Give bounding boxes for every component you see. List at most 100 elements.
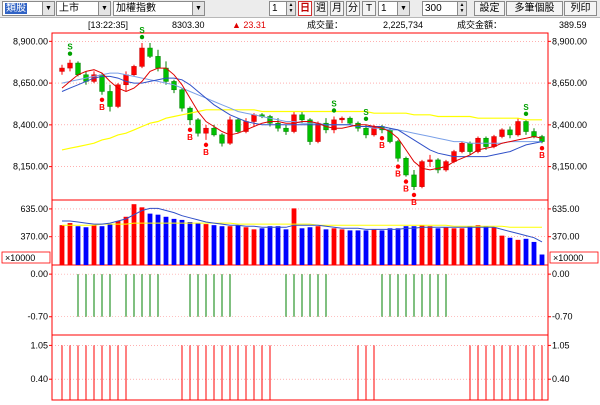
axis-label-right: -0.70 xyxy=(552,312,573,322)
volume-bar xyxy=(347,230,353,265)
candlestick[interactable] xyxy=(507,126,513,139)
settings-button[interactable]: 設定 xyxy=(474,1,505,16)
candlestick[interactable] xyxy=(411,169,417,190)
candle-body xyxy=(67,62,73,69)
volume-bar xyxy=(139,207,145,265)
axis-label-right: 0.00 xyxy=(552,269,570,279)
candle-body xyxy=(363,127,369,136)
sell-signal-badge: B xyxy=(403,185,409,194)
ma5-line xyxy=(61,67,543,171)
candlestick[interactable] xyxy=(443,159,449,172)
candlestick[interactable] xyxy=(283,124,289,135)
candlestick[interactable] xyxy=(59,64,65,75)
category-value: 類股 xyxy=(5,3,27,14)
multi-stock-button[interactable]: 多筆個股 xyxy=(506,1,563,16)
candlestick[interactable] xyxy=(459,141,465,154)
print-button[interactable]: 列印 xyxy=(564,1,597,16)
candle-body xyxy=(59,67,65,72)
axis-label-left: 370.00 xyxy=(20,232,48,242)
candlestick[interactable] xyxy=(139,43,145,69)
volume-bar xyxy=(187,222,193,265)
candle-body xyxy=(147,47,153,57)
volume-bar xyxy=(75,226,81,265)
candlestick[interactable] xyxy=(131,64,137,77)
volume-bar xyxy=(83,227,89,265)
axis-label-left: 635.00 xyxy=(20,204,48,214)
volume-bar xyxy=(99,226,105,265)
candlestick[interactable] xyxy=(147,43,153,59)
volume-bar xyxy=(163,216,169,265)
candlestick[interactable] xyxy=(427,154,433,167)
candle-body xyxy=(403,158,409,176)
period-tick-button[interactable]: T xyxy=(362,1,376,16)
candlestick[interactable] xyxy=(203,124,209,140)
signal-dot xyxy=(411,192,417,198)
candlestick[interactable] xyxy=(67,59,73,72)
sell-signal-badge: B xyxy=(203,148,209,157)
volume-bar xyxy=(507,237,513,265)
candlestick[interactable] xyxy=(187,106,193,125)
candlestick[interactable] xyxy=(515,118,521,137)
candlestick[interactable] xyxy=(395,139,401,162)
candle-body xyxy=(275,122,281,129)
candlestick[interactable] xyxy=(499,128,505,139)
volume-bar xyxy=(267,226,273,265)
candle-body xyxy=(115,84,121,107)
volume-label: 成交量： xyxy=(307,20,344,30)
candlestick[interactable] xyxy=(235,118,241,134)
category-select[interactable]: 類股 ▼ xyxy=(2,1,55,16)
index-select[interactable]: 加權指數 ▼ xyxy=(113,1,205,16)
buy-signal-badge: S xyxy=(139,26,145,35)
period-count-value: 1 xyxy=(272,3,278,14)
market-select[interactable]: 上市 ▼ xyxy=(56,1,111,16)
candlestick[interactable] xyxy=(115,83,121,109)
signal-dot xyxy=(139,34,145,40)
candlestick[interactable] xyxy=(171,79,177,94)
volume-bar xyxy=(371,229,377,265)
axis-label-left: 8,900.00 xyxy=(13,36,48,46)
candlestick[interactable] xyxy=(363,124,369,139)
period-month-button[interactable]: 月 xyxy=(330,1,344,16)
candlestick[interactable] xyxy=(107,84,113,112)
axis-label-left: 8,400.00 xyxy=(13,120,48,130)
volume-ma5-line xyxy=(62,207,543,243)
candle-body xyxy=(475,137,481,152)
candlestick[interactable] xyxy=(219,133,225,147)
candle-body xyxy=(155,56,161,69)
volume-bar xyxy=(403,226,409,265)
candlestick[interactable] xyxy=(347,116,353,125)
period-week-button[interactable]: 週 xyxy=(314,1,328,16)
candle-body xyxy=(395,141,401,159)
volume-bar xyxy=(435,228,441,265)
volume-bar xyxy=(155,214,161,265)
axis-label-left: -0.70 xyxy=(27,312,48,322)
candlestick[interactable] xyxy=(403,156,409,177)
chevron-down-icon: ▼ xyxy=(98,2,110,15)
candlestick[interactable] xyxy=(419,159,425,189)
candle-body xyxy=(507,129,513,136)
candle-body xyxy=(299,114,305,121)
candlestick[interactable] xyxy=(195,118,201,137)
candle-body xyxy=(283,127,289,132)
period-day-button[interactable]: 日 xyxy=(298,1,312,16)
candlestick[interactable] xyxy=(435,158,441,174)
candlestick[interactable] xyxy=(307,118,313,145)
candle-body xyxy=(123,74,129,86)
axis-label-right: 370.00 xyxy=(552,232,580,242)
minute-select[interactable]: 1 ▼ xyxy=(378,1,410,16)
bars-spinner[interactable]: ▲ ▼ xyxy=(457,1,467,16)
candle-body xyxy=(227,119,233,144)
candlestick[interactable] xyxy=(339,116,345,124)
candle-body xyxy=(251,114,257,122)
candlestick[interactable] xyxy=(227,116,233,145)
quote-price: 8303.30 xyxy=(172,20,205,30)
candlestick[interactable] xyxy=(179,88,185,112)
candlestick[interactable] xyxy=(163,61,169,85)
volume-bar xyxy=(291,208,297,265)
volume-value: 2,225,734 xyxy=(383,20,424,30)
period-count-spinner[interactable]: ▲ ▼ xyxy=(286,1,296,16)
signal-dot xyxy=(403,179,409,184)
period-minute-button[interactable]: 分 xyxy=(346,1,360,16)
candlestick[interactable] xyxy=(523,119,529,135)
